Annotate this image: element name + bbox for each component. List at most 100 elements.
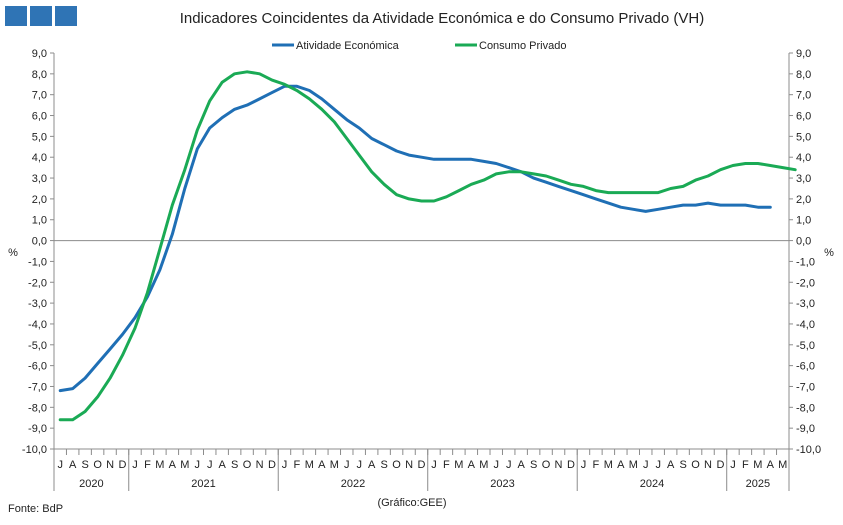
x-tick-label: J — [655, 459, 661, 471]
y-axis-right-label: % — [824, 247, 834, 259]
axes: -10,0 -10,0 -9,0 -9,0 -8,0 -8,0 -7,0 -7,0 -6,0 -6… — [22, 48, 821, 456]
y-tick-label-right: 6,0 — [796, 111, 811, 123]
y-tick-label-left: 4,0 — [32, 152, 47, 164]
x-tick-label: O — [392, 459, 401, 471]
y-tick-label-left: -5,0 — [28, 340, 47, 352]
x-tick-label: F — [144, 459, 151, 471]
legend-label: Consumo Privado — [479, 40, 566, 52]
x-tick-label: A — [318, 459, 326, 471]
x-tick-label: O — [93, 459, 102, 471]
y-tick-label-left: 9,0 — [32, 48, 47, 60]
y-tick-label-left: 2,0 — [32, 194, 47, 206]
x-tick-label: S — [380, 459, 387, 471]
x-tick-label: M — [753, 459, 762, 471]
logo-square — [55, 6, 77, 26]
x-tick-label: D — [119, 459, 127, 471]
x-tick-label: N — [704, 459, 712, 471]
x-tick-label: J — [493, 459, 499, 471]
x-tick-label: A — [767, 459, 775, 471]
legend-label: Atividade Económica — [296, 40, 400, 52]
y-tick-label-right: 9,0 — [796, 48, 811, 60]
x-tick-label: J — [207, 459, 213, 471]
x-tick-label: N — [555, 459, 563, 471]
y-tick-label-right: -10,0 — [796, 444, 821, 456]
series-line-atividade-economica — [58, 84, 772, 393]
y-tick-label-left: 7,0 — [32, 90, 47, 102]
y-tick-label-right: -4,0 — [796, 319, 815, 331]
x-tick-label: F — [443, 459, 450, 471]
x-tick-label: O — [691, 459, 700, 471]
plot-area — [58, 70, 797, 422]
x-tick-label: F — [294, 459, 301, 471]
y-tick-label-right: 0,0 — [796, 236, 811, 248]
x-tick-label: N — [256, 459, 264, 471]
x-tick-label: D — [418, 459, 426, 471]
y-tick-label-right: -8,0 — [796, 402, 815, 414]
y-tick-label-left: 8,0 — [32, 69, 47, 81]
y-tick-label-left: 3,0 — [32, 173, 47, 185]
x-tick-label: M — [778, 459, 787, 471]
x-tick-label: O — [542, 459, 551, 471]
x-tick-label: D — [567, 459, 575, 471]
year-label: 2024 — [640, 478, 664, 490]
year-label: 2022 — [341, 478, 365, 490]
x-tick-label: D — [268, 459, 276, 471]
x-tick-label: S — [81, 459, 88, 471]
x-tick-label: A — [517, 459, 525, 471]
y-tick-label-right: -9,0 — [796, 423, 815, 435]
y-tick-label-right: -3,0 — [796, 298, 815, 310]
x-tick-label: M — [629, 459, 638, 471]
x-tick-label: A — [219, 459, 227, 471]
y-tick-label-left: -1,0 — [28, 256, 47, 268]
x-tick-label: A — [69, 459, 77, 471]
y-tick-label-left: 5,0 — [32, 131, 47, 143]
y-tick-label-left: 0,0 — [32, 236, 47, 248]
x-tick-label: J — [581, 459, 587, 471]
x-tick-label: M — [155, 459, 164, 471]
series-line-consumo-privado — [58, 70, 797, 422]
x-tick-label: M — [454, 459, 463, 471]
logo-square — [30, 6, 52, 26]
legend: Atividade Económica Consumo Privado — [272, 40, 566, 52]
y-tick-label-right: -7,0 — [796, 381, 815, 393]
source-note: Fonte: BdP — [8, 503, 63, 515]
y-tick-label-right: -5,0 — [796, 340, 815, 352]
x-tick-label: M — [180, 459, 189, 471]
logo-square — [5, 6, 27, 26]
x-tick-label: N — [405, 459, 413, 471]
y-tick-label-left: -4,0 — [28, 319, 47, 331]
x-tick-label: J — [506, 459, 512, 471]
x-tick-label: N — [106, 459, 114, 471]
x-tick-label: O — [243, 459, 252, 471]
y-tick-label-left: 1,0 — [32, 215, 47, 227]
x-tick-label: F — [593, 459, 600, 471]
y-tick-label-left: -8,0 — [28, 402, 47, 414]
y-tick-label-right: 8,0 — [796, 69, 811, 81]
y-tick-label-right: -2,0 — [796, 277, 815, 289]
x-tick-label: J — [57, 459, 63, 471]
y-axis-left-label: % — [8, 247, 18, 259]
x-tick-label: J — [643, 459, 649, 471]
x-tick-label: A — [667, 459, 675, 471]
x-tick-label: S — [530, 459, 537, 471]
x-tick-label: F — [742, 459, 749, 471]
y-tick-label-right: 2,0 — [796, 194, 811, 206]
y-tick-label-right: 5,0 — [796, 131, 811, 143]
x-tick-label: J — [195, 459, 201, 471]
x-tick-label: M — [305, 459, 314, 471]
year-label: 2021 — [191, 478, 215, 490]
y-tick-label-left: -2,0 — [28, 277, 47, 289]
x-tick-label: S — [231, 459, 238, 471]
x-tick-label: M — [479, 459, 488, 471]
y-tick-label-right: 1,0 — [796, 215, 811, 227]
chart-title: Indicadores Coincidentes da Atividade Ec… — [180, 10, 704, 27]
y-tick-label-right: 4,0 — [796, 152, 811, 164]
x-tick-label: J — [730, 459, 736, 471]
x-tick-label: D — [717, 459, 725, 471]
logo — [5, 6, 77, 26]
x-tick-label: J — [282, 459, 288, 471]
year-label: 2025 — [746, 478, 770, 490]
x-tick-label: J — [356, 459, 362, 471]
x-tick-label: J — [431, 459, 437, 471]
